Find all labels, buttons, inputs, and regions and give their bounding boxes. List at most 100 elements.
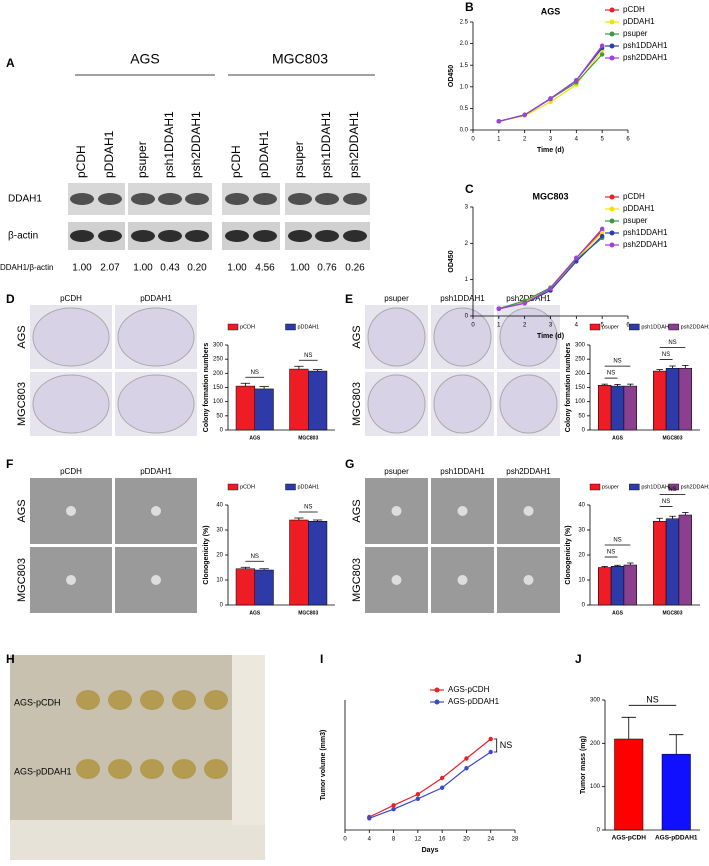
y-tick-label: 0 [582, 428, 586, 434]
y-tick-label: 2.0 [460, 41, 469, 47]
legend-label: psh2DDAH1 [623, 240, 668, 249]
tumor [140, 759, 164, 779]
legend-swatch [227, 323, 239, 331]
bar [235, 385, 255, 431]
line [498, 53, 603, 122]
line [498, 45, 603, 122]
bar [235, 568, 255, 606]
y-tick-label: 0.5 [460, 106, 469, 112]
image-row-label: AGS-pDDAH1 [14, 766, 72, 776]
annotation: NS [668, 340, 676, 346]
image-column-label: pDDAH1 [140, 467, 172, 476]
line [498, 49, 603, 122]
ratio: 1.00 [227, 263, 247, 274]
error-bar [601, 383, 608, 386]
image-column-label: psuper [384, 467, 409, 476]
annotation: NS [304, 353, 312, 359]
point [599, 226, 605, 231]
point [574, 255, 579, 261]
band [158, 193, 182, 205]
ratio: 0.26 [345, 263, 365, 274]
legend-swatch [589, 323, 601, 331]
legend-swatch [609, 230, 615, 236]
x-tick-label: MGC803 [298, 610, 318, 616]
bar [661, 753, 691, 831]
error-bar [601, 566, 608, 568]
y-tick-label: 150 [213, 385, 224, 391]
band [288, 193, 312, 205]
annotation: NS [304, 505, 312, 511]
point [464, 756, 469, 761]
dish [117, 374, 195, 434]
legend-label: AGS-pDDAH1 [448, 697, 500, 706]
legend-swatch [609, 55, 615, 61]
legend-swatch [609, 194, 615, 200]
error-bar [240, 566, 251, 569]
error-bar [621, 716, 636, 739]
point [599, 52, 605, 57]
y-tick-label: 10 [216, 578, 223, 584]
y-tick-label: 250 [213, 357, 224, 363]
y-tick-label: 0 [220, 428, 224, 434]
band [315, 193, 339, 205]
point [496, 119, 502, 124]
y-tick-label: 40 [578, 503, 585, 509]
legend-label: psh2DDAH1 [623, 53, 668, 62]
tumor [76, 759, 100, 779]
x-tick-label: 12 [415, 837, 422, 843]
colony [151, 506, 161, 516]
y-axis-label: OD450 [448, 65, 455, 87]
image-row-label: AGS [16, 325, 28, 348]
x-tick-label: 28 [512, 837, 519, 843]
colony [523, 575, 534, 585]
image-column-label: psh2DDAH1 [506, 467, 551, 476]
legend-label: psh1DDAH1 [623, 41, 668, 50]
y-axis-label: Clonogenicity (%) [565, 525, 572, 584]
annotation: NS [251, 554, 259, 560]
y-tick-label: 2.5 [460, 20, 469, 26]
band [131, 230, 155, 242]
x-axis-label: Days [422, 847, 439, 854]
bar [623, 564, 638, 606]
legend-swatch [609, 242, 615, 248]
y-tick-label: 40 [216, 503, 223, 509]
dish [32, 307, 110, 367]
legend-swatch [609, 7, 615, 13]
annotation: NS [668, 487, 676, 493]
error-bar [614, 383, 621, 387]
x-tick-label: 20 [463, 837, 470, 843]
tumor [140, 690, 164, 710]
bar [610, 566, 625, 606]
bar [665, 367, 680, 431]
legend-swatch [285, 483, 296, 491]
y-tick-label: 1.5 [460, 63, 469, 69]
panel-label: J [575, 652, 582, 666]
error-bar [312, 369, 323, 372]
image-column-label: psh1DDAH1 [440, 294, 485, 303]
band [158, 230, 182, 242]
y-tick-label: 30 [216, 528, 223, 534]
point [548, 99, 553, 105]
legend-label: pDDAH1 [623, 17, 655, 26]
image-column-label: pCDH [60, 294, 82, 303]
legend-swatch [609, 19, 615, 25]
y-axis-label: Colony formation numbers [565, 343, 572, 433]
point [391, 807, 396, 812]
x-tick-label: 1 [497, 323, 501, 329]
annotation: NS [662, 499, 670, 505]
error-bar [294, 517, 304, 520]
x-tick-label: MGC803 [662, 610, 682, 616]
point [522, 112, 527, 118]
band [315, 230, 339, 242]
colony [66, 506, 76, 516]
y-tick-label: 0 [597, 828, 601, 834]
band [70, 193, 94, 205]
x-tick-label: AGS [612, 435, 624, 441]
lane-label: pCDH [229, 145, 243, 178]
panel-label: B [465, 0, 474, 14]
error-bar [682, 365, 689, 369]
legend-swatch [668, 483, 679, 491]
band [185, 193, 209, 205]
point [599, 233, 605, 239]
dish [117, 307, 195, 367]
